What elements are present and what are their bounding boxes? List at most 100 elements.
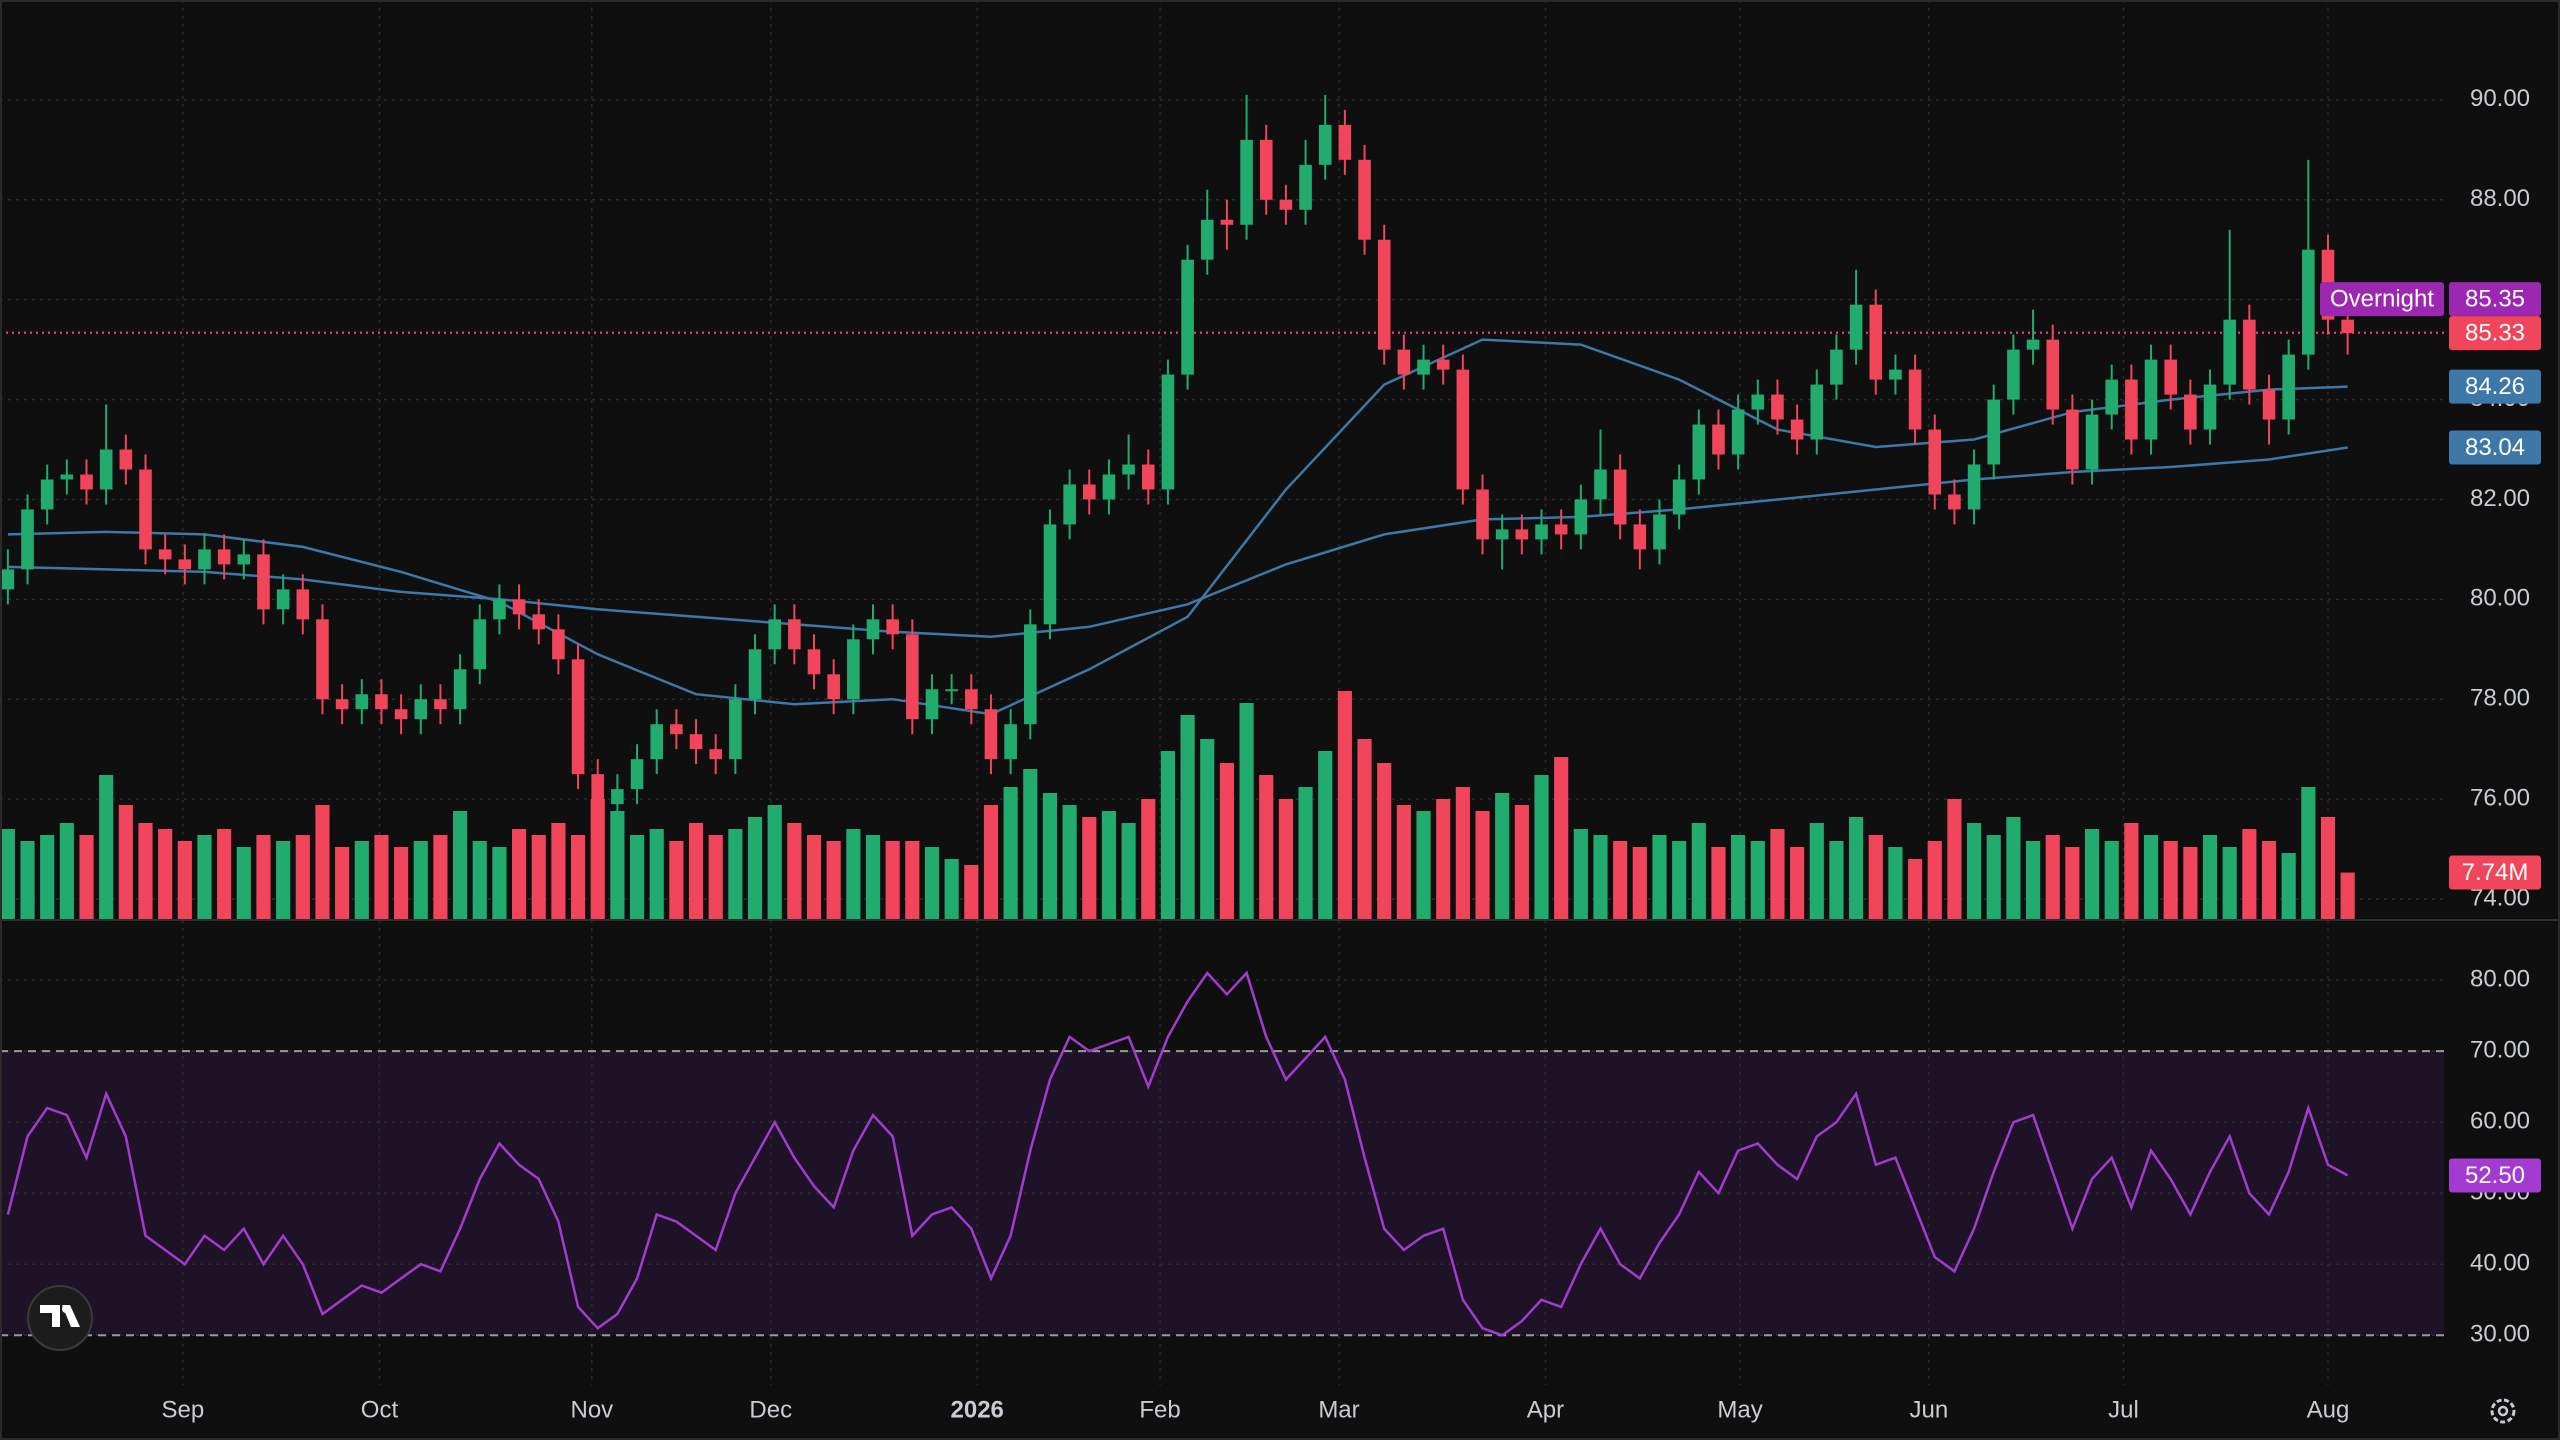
rsi-tick-label: 30.00 <box>2470 1321 2530 1348</box>
candle-body <box>21 509 34 570</box>
volume-bar <box>40 835 55 919</box>
volume-bar <box>394 847 409 919</box>
volume-bar <box>629 835 645 919</box>
volume-bar <box>2301 787 2316 919</box>
candle-body <box>1456 369 1470 490</box>
candle-body <box>2046 339 2060 410</box>
volume-bar <box>1062 805 1077 919</box>
volume-bar <box>79 835 94 919</box>
volume-bar <box>2045 835 2060 919</box>
candle-body <box>355 694 369 710</box>
candle-body <box>2223 319 2236 385</box>
gear-outer[interactable] <box>2490 1398 2516 1424</box>
candle-body <box>2282 354 2295 420</box>
volume-bar <box>1396 805 1411 919</box>
candle-body <box>99 449 113 490</box>
candle-body <box>748 649 762 700</box>
candle-body <box>453 669 467 710</box>
volume-bar <box>1042 793 1058 919</box>
volume-bar <box>767 805 782 919</box>
volume-bar <box>1514 805 1529 919</box>
volume-bar <box>1534 775 1549 919</box>
volume-bar <box>1278 799 1293 919</box>
x-tick-label: May <box>1717 1396 1762 1423</box>
rsi-tick-label: 40.00 <box>2470 1250 2530 1277</box>
volume-bar <box>846 829 861 919</box>
candle-body <box>886 619 899 635</box>
volume-bar <box>905 841 920 919</box>
candle-body <box>316 619 329 700</box>
volume-bar <box>1750 841 1765 919</box>
logo-glyph[interactable] <box>40 1305 80 1327</box>
volume-bar <box>1318 751 1333 919</box>
candle-body <box>2085 414 2099 470</box>
candle-body <box>1790 419 1804 440</box>
candle-body <box>2341 319 2354 334</box>
volume-bar <box>826 841 841 919</box>
volume-bar <box>1298 787 1313 919</box>
candle-body <box>2184 394 2197 430</box>
candle-body <box>552 629 565 660</box>
logo[interactable] <box>27 1285 93 1351</box>
axis-badge-label: 52.50 <box>2465 1162 2525 1189</box>
volume-bar <box>1613 841 1628 919</box>
candle-body <box>1849 304 1863 350</box>
volume-bar <box>20 841 35 919</box>
volume-bar <box>669 841 684 919</box>
volume-bar <box>2084 829 2100 919</box>
volume-bar <box>2242 829 2257 919</box>
volume-bar <box>1455 787 1470 919</box>
candle-body <box>1397 349 1411 375</box>
candle-body <box>40 479 54 510</box>
volume-bar <box>1652 835 1667 919</box>
volume-bar <box>59 823 74 919</box>
candle-body <box>984 709 998 760</box>
volume-bar <box>983 805 999 919</box>
volume-bar <box>1436 799 1451 919</box>
candle-body <box>729 699 742 760</box>
volume-bar <box>688 823 704 919</box>
candle-body <box>414 699 428 720</box>
volume-bar <box>217 829 232 919</box>
candle-body <box>1594 469 1607 500</box>
logo-dot[interactable] <box>62 1305 70 1313</box>
volume-bar <box>236 847 251 919</box>
candle-body <box>335 699 349 710</box>
settings-button[interactable] <box>2490 1398 2516 1424</box>
volume-bar <box>1003 787 1018 919</box>
candle-body <box>1810 384 1824 440</box>
volume-bar <box>964 865 979 919</box>
volume-bar <box>1672 841 1687 919</box>
candle-body <box>139 469 152 550</box>
y-tick-label: 90.00 <box>2470 85 2530 112</box>
volume-bar <box>1259 775 1274 919</box>
candle-body <box>847 639 860 700</box>
candle-body <box>1692 424 1706 480</box>
candle-body <box>1908 369 1922 430</box>
candle-body <box>276 589 290 610</box>
candle-body <box>1299 164 1312 210</box>
volume-bar <box>1101 811 1117 919</box>
candle-body <box>394 709 408 720</box>
axis-badge-label: 83.04 <box>2465 434 2525 461</box>
candle-body <box>571 659 585 775</box>
volume-bar <box>197 835 212 919</box>
candle-body <box>925 689 939 720</box>
candle-body <box>512 599 526 615</box>
y-tick-label: 80.00 <box>2470 585 2530 612</box>
gear-inner[interactable] <box>2497 1405 2509 1417</box>
candle-body <box>434 699 447 710</box>
volume-bar <box>2104 841 2119 919</box>
candle-body <box>630 759 644 790</box>
volume-bar <box>118 805 133 919</box>
candle-body <box>591 774 605 805</box>
volume-bar <box>1770 829 1785 919</box>
volume-bar <box>1180 715 1195 919</box>
candle-body <box>2243 319 2256 390</box>
candle-body <box>1122 464 1135 475</box>
candle-body <box>1043 524 1057 625</box>
axis-badge-label: 84.26 <box>2465 373 2525 400</box>
